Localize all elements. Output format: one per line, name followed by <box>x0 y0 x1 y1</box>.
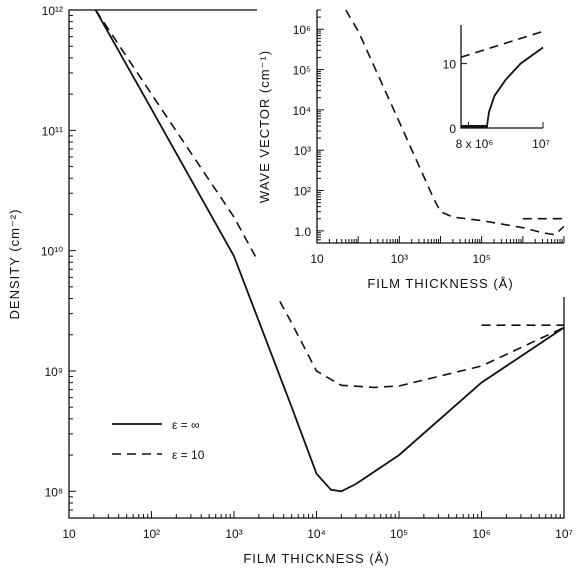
inner-inset-background <box>435 21 557 152</box>
y-tick-label: 10¹⁰ <box>41 245 63 259</box>
inner-y-tick-label: 10 <box>443 58 457 72</box>
inner-inset-plot: 8 x 10⁶ 10⁷ 0 10 <box>435 21 557 152</box>
x-tick-label: 10⁵ <box>473 252 491 266</box>
x-tick-label: 10³ <box>391 252 408 266</box>
y-tick-label: 10³ <box>294 144 311 158</box>
x-tick-label: 10 <box>62 527 76 541</box>
x-tick-label: 10 <box>310 252 324 266</box>
series-line-named-0 <box>94 10 564 493</box>
x-axis-title: FILM THICKNESS (Å) <box>243 551 389 566</box>
x-tick-label: 10⁴ <box>307 527 326 541</box>
y-axis-title: WAVE VECTOR (cm⁻¹) <box>257 50 272 203</box>
inner-x-tick-label: 8 x 10⁶ <box>456 137 494 151</box>
y-tick-label: 1.0 <box>294 225 311 239</box>
inner-series-line-1 <box>486 46 544 128</box>
y-tick-label: 10² <box>294 185 311 199</box>
y-axis-title: DENSITY (cm⁻²) <box>7 209 22 320</box>
legend: ε = ∞ ε = 10 <box>112 418 205 462</box>
y-tick-label: 10¹² <box>42 4 63 18</box>
x-tick-label: 10⁵ <box>390 527 408 541</box>
y-tick-label: 10¹¹ <box>42 124 63 138</box>
y-tick-label: 10⁹ <box>45 365 64 379</box>
legend-label: ε = 10 <box>172 448 205 462</box>
main-plot: 10 10² 10³ 10⁴ 10⁵ 10⁶ 10⁷ 10⁸ 10⁹ 10¹⁰ 10¹¹ 10¹² FI… <box>7 4 573 566</box>
x-tick-label: 10³ <box>225 527 242 541</box>
y-tick-label: 10⁸ <box>45 485 63 499</box>
x-axis-title: FILM THICKNESS (Å) <box>367 276 513 291</box>
y-tick-label: 10⁵ <box>293 64 311 78</box>
y-tick-label: 10⁴ <box>292 104 311 118</box>
y-tick-label: 10⁶ <box>293 23 311 37</box>
x-tick-label: 10² <box>143 527 160 541</box>
x-tick-label: 10⁷ <box>555 527 573 541</box>
legend-label: ε = ∞ <box>172 418 200 432</box>
x-tick-label: 10⁶ <box>472 527 490 541</box>
series-line-named-1 <box>94 10 564 389</box>
inner-x-tick-label: 10⁷ <box>532 137 550 151</box>
series-line-0 <box>345 10 564 236</box>
inner-y-tick-label: 0 <box>449 122 456 136</box>
